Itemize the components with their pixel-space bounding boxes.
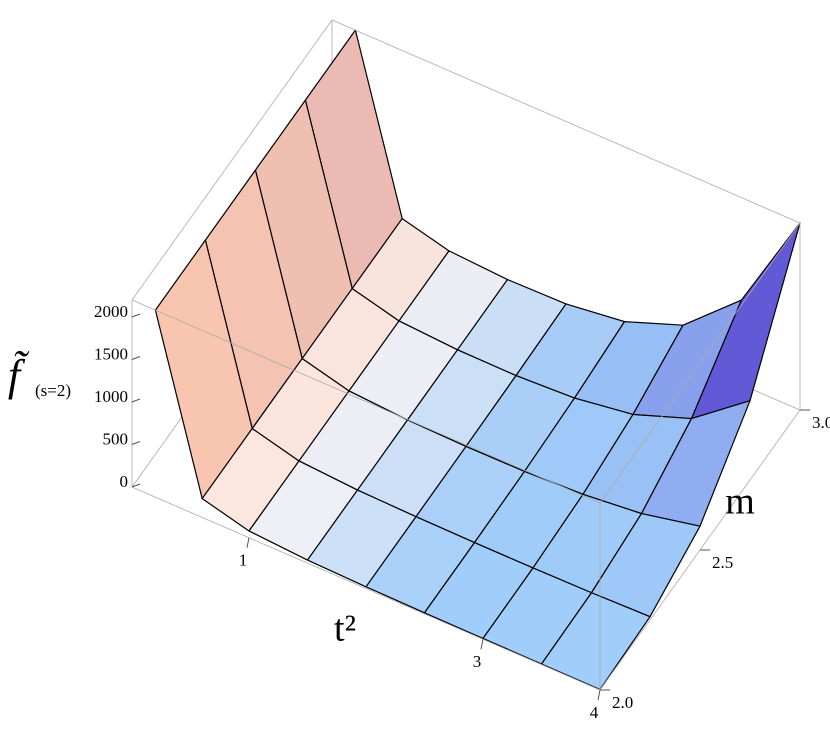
surface — [154, 29, 801, 691]
y-tick-label: 2.0 — [612, 693, 633, 712]
box-edge — [131, 486, 601, 691]
z-tick-label: 1000 — [94, 387, 128, 406]
box-edge — [331, 19, 801, 224]
x-tick — [246, 537, 250, 548]
x-tick — [480, 639, 484, 650]
x-tick — [597, 689, 601, 701]
z-tick — [131, 483, 141, 488]
y-tick-label: 3.0 — [812, 413, 830, 432]
z-tick — [131, 313, 141, 318]
z-tick-label: 500 — [103, 429, 129, 448]
z-tick-label: 2000 — [94, 302, 128, 321]
box-edge — [599, 222, 801, 504]
x-tick-label: 3 — [473, 652, 482, 671]
z-tick — [131, 398, 141, 403]
x-tick-label: 4 — [590, 703, 599, 722]
z-tick-label: 1500 — [94, 344, 128, 363]
y-axis-label: m — [725, 481, 755, 523]
box-front — [131, 19, 801, 691]
z-axis-label-sub: (s=2) — [35, 381, 71, 400]
z-tick-label: 0 — [120, 472, 129, 491]
x-tick-label: 1 — [239, 551, 248, 570]
box-edge — [131, 299, 601, 504]
box-edge — [131, 19, 333, 301]
y-tick-label: 2.5 — [712, 553, 733, 572]
surface-patch — [540, 592, 651, 691]
z-tick — [131, 356, 141, 360]
z-tick — [131, 441, 141, 445]
z-axis-label: f̃ — [8, 351, 30, 400]
x-axis-label: t² — [334, 608, 356, 650]
